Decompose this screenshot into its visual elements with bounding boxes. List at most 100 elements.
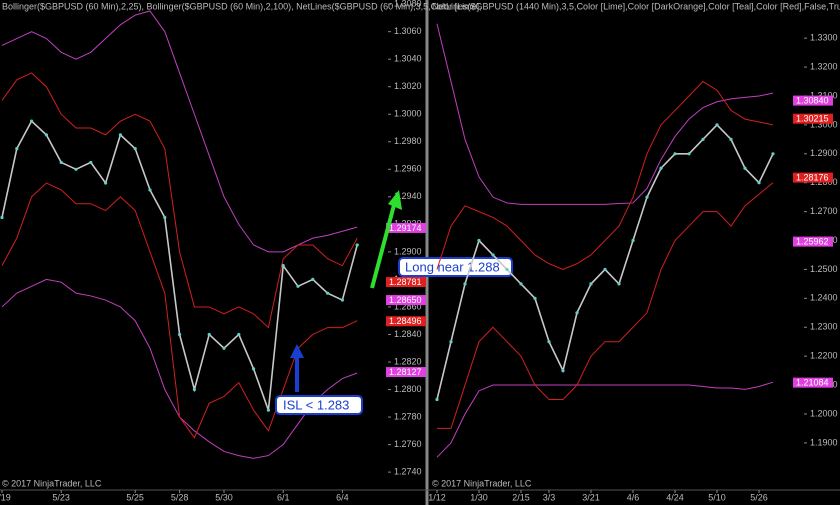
y-tick-label: 1.2900 (810, 148, 838, 158)
price-point (715, 123, 719, 127)
price-point (617, 282, 621, 286)
price-point (222, 346, 226, 350)
y-tick-label: 1.3200 (810, 61, 838, 71)
price-point (192, 387, 196, 392)
x-tick-label: 2/15 (512, 492, 530, 502)
price-point (589, 282, 593, 286)
price-marker (386, 295, 426, 306)
chart-title: NetLines($GBPUSD (1440 Min),3,5,Color [L… (432, 1, 840, 11)
arrow-head (290, 344, 304, 358)
price-marker-label: 1.30840 (796, 95, 829, 105)
annotation: Long near 1.288 (405, 259, 500, 274)
price-marker (386, 316, 426, 327)
price-point (687, 152, 691, 156)
price-point (701, 137, 705, 141)
x-tick-label: 1/30 (470, 492, 488, 502)
x-tick-label: 5/10 (708, 492, 726, 502)
series-line (1, 72, 358, 329)
price-marker-label: 1.28781 (389, 277, 422, 287)
price-point (673, 152, 677, 156)
price-marker (793, 95, 833, 106)
annotation: ISL < 1.283 (283, 397, 349, 412)
x-tick-label: 3/3 (543, 492, 556, 502)
y-tick-label: 1.2820 (394, 356, 422, 366)
price-marker-label: 1.29174 (389, 223, 422, 233)
price-point (44, 133, 49, 137)
y-tick-label: 1.2980 (394, 136, 422, 146)
price-point (435, 397, 439, 402)
price-point (645, 195, 649, 199)
y-tick-label: 1.3020 (394, 81, 422, 91)
price-point (505, 267, 509, 272)
price-marker (793, 172, 833, 183)
price-point (533, 296, 537, 300)
y-tick-label: 1.2300 (810, 322, 838, 332)
price-point (178, 332, 182, 337)
arrow (370, 204, 396, 289)
y-tick-label: 1.2940 (394, 191, 422, 201)
y-tick-label: 1.2760 (394, 439, 422, 449)
price-point (74, 167, 78, 171)
price-marker (386, 367, 426, 378)
x-tick-label: 3/21 (582, 492, 600, 502)
copyright: © 2017 NinjaTrader, LLC (2, 478, 102, 488)
arrow-head (388, 190, 402, 210)
price-marker-label: 1.28176 (796, 172, 829, 182)
price-point (15, 147, 19, 151)
price-marker-label: 1.28496 (389, 316, 422, 326)
y-tick-label: 1.3000 (810, 119, 838, 129)
price-point (266, 408, 270, 412)
price-point (603, 267, 607, 272)
price-marker (386, 277, 426, 288)
y-tick-label: 1.2700 (810, 206, 838, 216)
price-point (104, 181, 108, 185)
price-point (30, 119, 34, 123)
price-point (491, 253, 495, 257)
price-point (659, 166, 663, 170)
price-point (311, 277, 315, 282)
y-tick-label: 1.2840 (394, 329, 422, 339)
price-point (326, 291, 330, 295)
y-tick-label: 1.3000 (394, 109, 422, 119)
y-tick-label: 1.2960 (394, 164, 422, 174)
x-tick-label: 4/24 (666, 492, 684, 502)
y-tick-label: 1.3300 (810, 33, 838, 43)
series-line (436, 23, 774, 205)
annotation-box (398, 257, 513, 277)
price-point (449, 340, 453, 344)
series-line (437, 182, 774, 429)
x-tick-label: 5/19 (0, 492, 11, 502)
y-tick-label: 1.3060 (394, 26, 422, 36)
y-tick-label: 1.2400 (810, 293, 838, 303)
price-point (561, 369, 565, 373)
y-tick-label: 1.2780 (394, 411, 422, 421)
y-tick-label: 1.3080 (394, 0, 422, 9)
chart-title: Bollinger($GBPUSD (60 Min),2,25), Bollin… (2, 1, 482, 11)
price-point (296, 284, 300, 288)
y-tick-label: 1.2200 (810, 351, 838, 361)
x-tick-label: 5/25 (126, 492, 144, 502)
price-marker (793, 236, 833, 247)
y-tick-label: 1.1900 (810, 437, 838, 447)
x-tick-label: 6/4 (336, 492, 349, 502)
price-point (163, 215, 167, 220)
y-tick-label: 1.3100 (810, 90, 838, 100)
y-tick-label: 1.2740 (394, 466, 422, 476)
price-marker-label: 1.25962 (796, 236, 829, 246)
price-point (477, 238, 481, 243)
price-marker-label: 1.28650 (389, 295, 422, 305)
price-point (0, 215, 4, 220)
price-marker-label: 1.30215 (796, 114, 829, 124)
price-point (148, 188, 152, 192)
price-point (547, 340, 551, 344)
price-point (631, 238, 635, 243)
price-point (118, 133, 122, 137)
y-tick-label: 1.2000 (810, 408, 838, 418)
price-point (133, 147, 137, 151)
price-point (743, 166, 747, 170)
x-tick-label: 5/23 (52, 492, 70, 502)
price-point (237, 332, 241, 337)
price-point (575, 311, 579, 315)
price-point (340, 298, 344, 302)
